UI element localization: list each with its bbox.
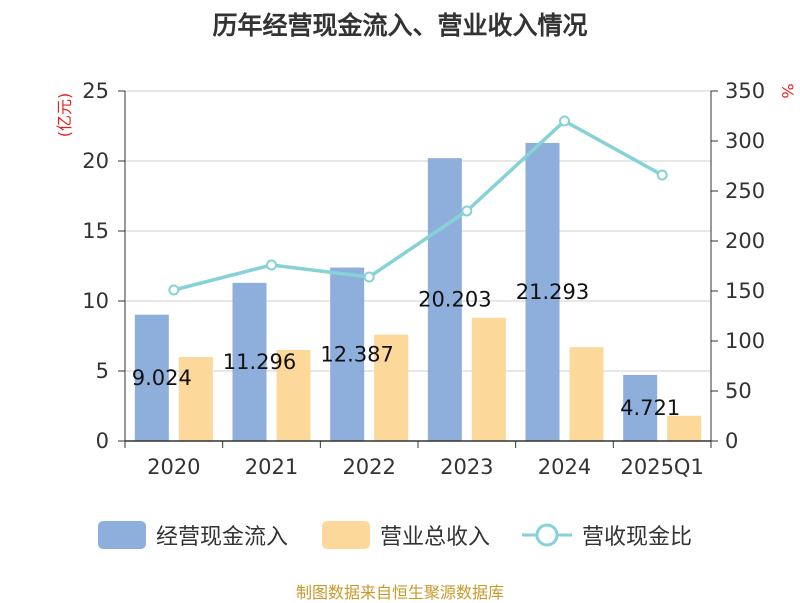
y-right-tick-label: 350 [725,79,765,103]
bar-marks [134,142,702,441]
y-left-tick-label: 20 [82,149,109,173]
point-ratio [461,205,473,217]
bar-revenue [569,347,604,441]
y-right-tick-label: 300 [725,129,765,153]
y-left-tick-label: 0 [96,429,109,453]
x-tick-label: 2025Q1 [620,455,703,479]
legend-swatch-ratio [522,523,572,547]
point-ratio [266,259,277,271]
line-ratio [173,119,664,292]
x-tick-label: 2020 [147,455,200,479]
bar-cash-inflow [525,142,560,441]
bar-cash-inflow [232,282,267,441]
data-label-cash-inflow: 12.387 [320,342,393,366]
legend: 经营现金流入 营业总收入 营收现金比 [0,518,800,552]
bar-cash-inflow [330,267,365,441]
grid-lines [125,90,711,372]
data-label-cash-inflow: 20.203 [418,288,491,312]
y-left-tick-label: 10 [82,289,109,313]
y-right-tick-label: 200 [725,229,765,253]
data-label-cash-inflow: 9.024 [132,366,192,390]
y-right-tick-label: 100 [725,329,765,353]
data-label-cash-inflow: 11.296 [223,350,296,374]
legend-label-ratio: 营收现金比 [582,525,693,550]
y-left-tick-label: 15 [82,219,109,243]
bar-cash-inflow [427,158,462,441]
x-tick-label: 2021 [245,455,298,479]
y-right-tick-label: 250 [725,179,765,203]
y-right-tick-label: 50 [725,379,752,403]
y-left-tick-label: 5 [96,359,109,383]
legend-item-ratio[interactable]: 营收现金比 [522,518,692,552]
point-ratio [656,169,668,181]
line-series [168,115,668,296]
legend-label-cash-inflow: 经营现金流入 [156,525,289,550]
legend-label-revenue: 营业总收入 [380,525,491,550]
legend-item-cash-inflow[interactable]: 经营现金流入 [98,518,288,552]
data-label-cash-inflow: 4.721 [620,396,680,420]
y-right-tick-label: 0 [725,429,738,453]
bar-revenue [667,415,702,441]
y-left-unit-label: (亿元) [55,93,74,138]
point-ratio [559,115,570,127]
legend-swatch-cash-inflow [98,521,146,549]
bar-cash-inflow [623,374,658,441]
x-tick-label: 2024 [538,455,591,479]
y-left-tick-label: 25 [82,79,109,103]
point-ratio [168,284,180,296]
bar-cash-inflow [134,314,169,441]
bar-revenue [471,317,506,441]
y-right-tick-label: 150 [725,279,765,303]
bar-revenue [374,334,409,441]
point-ratio [363,271,375,283]
legend-swatch-revenue [322,521,370,549]
chart-title: 历年经营现金流入、营业收入情况 [212,11,588,40]
data-label-cash-inflow: 21.293 [516,280,589,304]
bar-revenue [276,350,311,441]
source-note: 制图数据来自恒生聚源数据库 [295,583,504,602]
y-right-unit-label: % [778,83,797,98]
x-tick-label: 2023 [440,455,493,479]
x-tick-label: 2022 [342,455,395,479]
data-labels: 9.024 11.296 12.387 20.203 21.293 4.721 [132,280,680,420]
bar-revenue [178,357,213,441]
legend-item-revenue[interactable]: 营业总收入 [322,518,490,552]
